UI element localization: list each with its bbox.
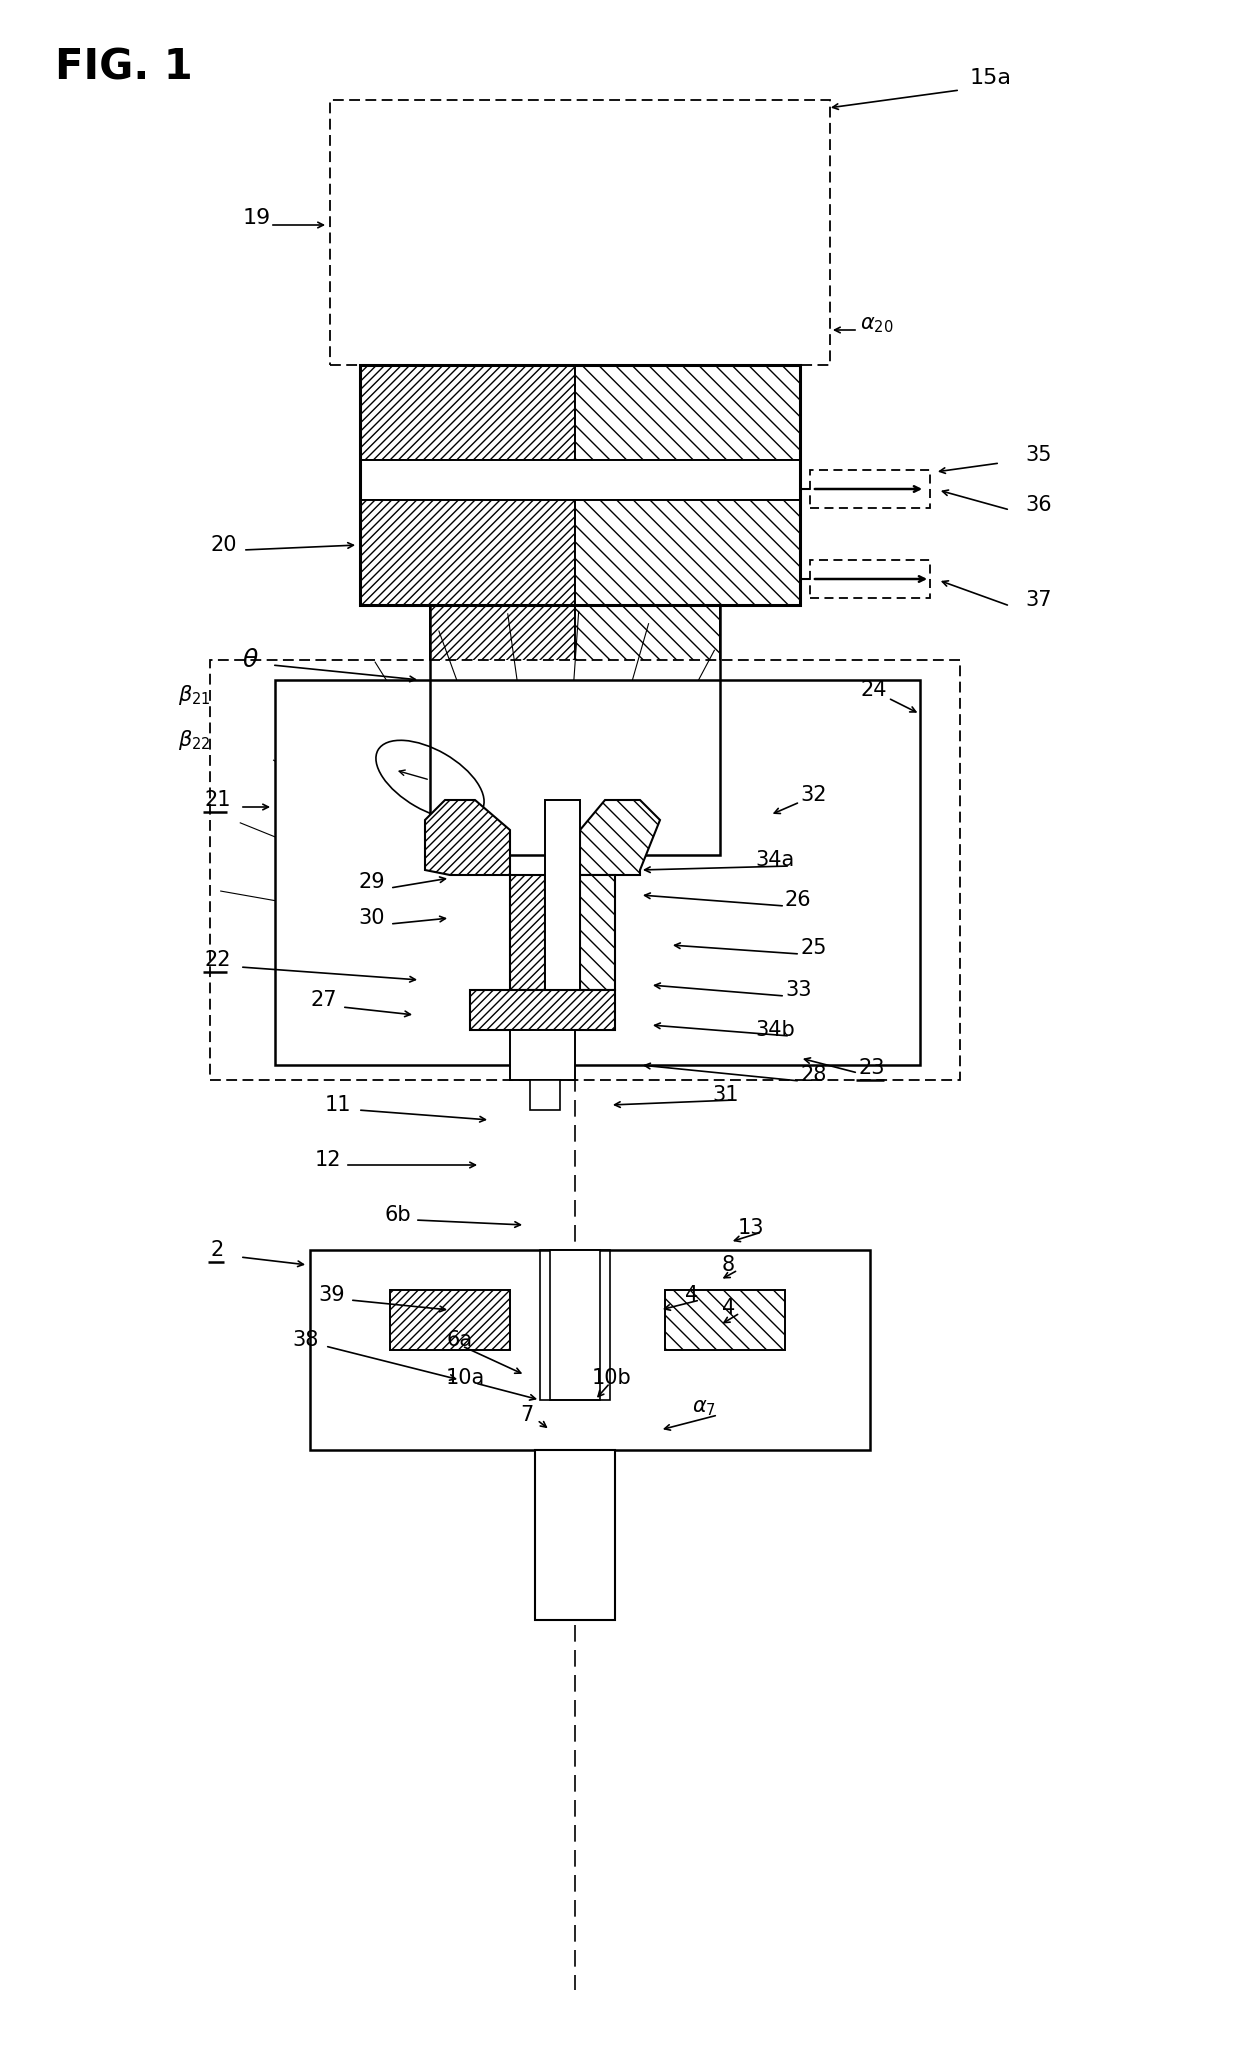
- Bar: [551, 1251, 600, 1400]
- Text: 21: 21: [205, 790, 232, 811]
- Bar: [529, 1081, 560, 1109]
- Text: 6a: 6a: [446, 1331, 472, 1351]
- Text: 10b: 10b: [591, 1367, 631, 1388]
- Bar: [539, 1251, 610, 1400]
- Polygon shape: [580, 874, 615, 991]
- Polygon shape: [580, 800, 660, 874]
- Text: 11: 11: [325, 1095, 351, 1116]
- Text: 38: 38: [291, 1331, 319, 1351]
- Text: $\alpha_7$: $\alpha_7$: [692, 1398, 715, 1419]
- Bar: [810, 561, 930, 598]
- Text: 23: 23: [858, 1058, 884, 1079]
- Text: 34a: 34a: [755, 850, 795, 870]
- Text: $\beta_{22}$: $\beta_{22}$: [179, 729, 211, 751]
- Text: 4: 4: [722, 1298, 735, 1318]
- Text: 22: 22: [205, 950, 232, 970]
- Bar: [546, 800, 580, 991]
- Text: 35: 35: [1025, 444, 1052, 465]
- Text: 28: 28: [800, 1064, 826, 1085]
- Bar: [310, 1251, 870, 1449]
- Text: 13: 13: [738, 1218, 765, 1238]
- Text: 26: 26: [785, 890, 812, 911]
- Text: 27: 27: [310, 991, 336, 1009]
- Text: 29: 29: [358, 872, 384, 892]
- Bar: [510, 1030, 575, 1081]
- Text: 33: 33: [785, 981, 811, 1001]
- Bar: [360, 364, 800, 606]
- Text: 6b: 6b: [384, 1206, 412, 1224]
- Text: 32: 32: [800, 784, 827, 804]
- Text: 12: 12: [315, 1150, 341, 1171]
- Text: 34b: 34b: [755, 1019, 795, 1040]
- Bar: [534, 1449, 615, 1619]
- Bar: [665, 1290, 785, 1351]
- Bar: [275, 680, 920, 1064]
- Polygon shape: [470, 991, 615, 1030]
- Text: 37: 37: [1025, 590, 1052, 610]
- Text: 36: 36: [1025, 495, 1052, 516]
- Text: $\alpha_{20}$: $\alpha_{20}$: [861, 315, 894, 336]
- Text: 39: 39: [317, 1286, 345, 1306]
- Polygon shape: [510, 874, 546, 991]
- Polygon shape: [575, 364, 800, 461]
- Text: 24: 24: [861, 680, 887, 700]
- Polygon shape: [425, 800, 510, 874]
- Text: $\beta_{21}$: $\beta_{21}$: [179, 684, 211, 706]
- Polygon shape: [360, 499, 575, 606]
- Bar: [430, 606, 720, 856]
- Text: 19: 19: [243, 209, 272, 227]
- Text: 4: 4: [684, 1286, 698, 1306]
- Polygon shape: [430, 606, 575, 856]
- Polygon shape: [575, 499, 800, 606]
- Text: 30: 30: [358, 909, 384, 927]
- Bar: [210, 659, 960, 1081]
- Text: FIG. 1: FIG. 1: [55, 47, 192, 88]
- Text: 10a: 10a: [446, 1367, 485, 1388]
- Bar: [330, 100, 830, 364]
- Text: 2: 2: [210, 1240, 223, 1261]
- Text: $\theta$: $\theta$: [242, 649, 259, 671]
- Text: 31: 31: [712, 1085, 739, 1105]
- Polygon shape: [575, 606, 720, 856]
- Bar: [360, 461, 800, 499]
- Text: 25: 25: [800, 938, 827, 958]
- Text: 15a: 15a: [970, 68, 1012, 88]
- Text: 8: 8: [722, 1255, 735, 1275]
- Bar: [810, 471, 930, 508]
- Text: 7: 7: [520, 1404, 533, 1425]
- Polygon shape: [360, 364, 575, 461]
- Text: 20: 20: [210, 534, 237, 555]
- Bar: [391, 1290, 510, 1351]
